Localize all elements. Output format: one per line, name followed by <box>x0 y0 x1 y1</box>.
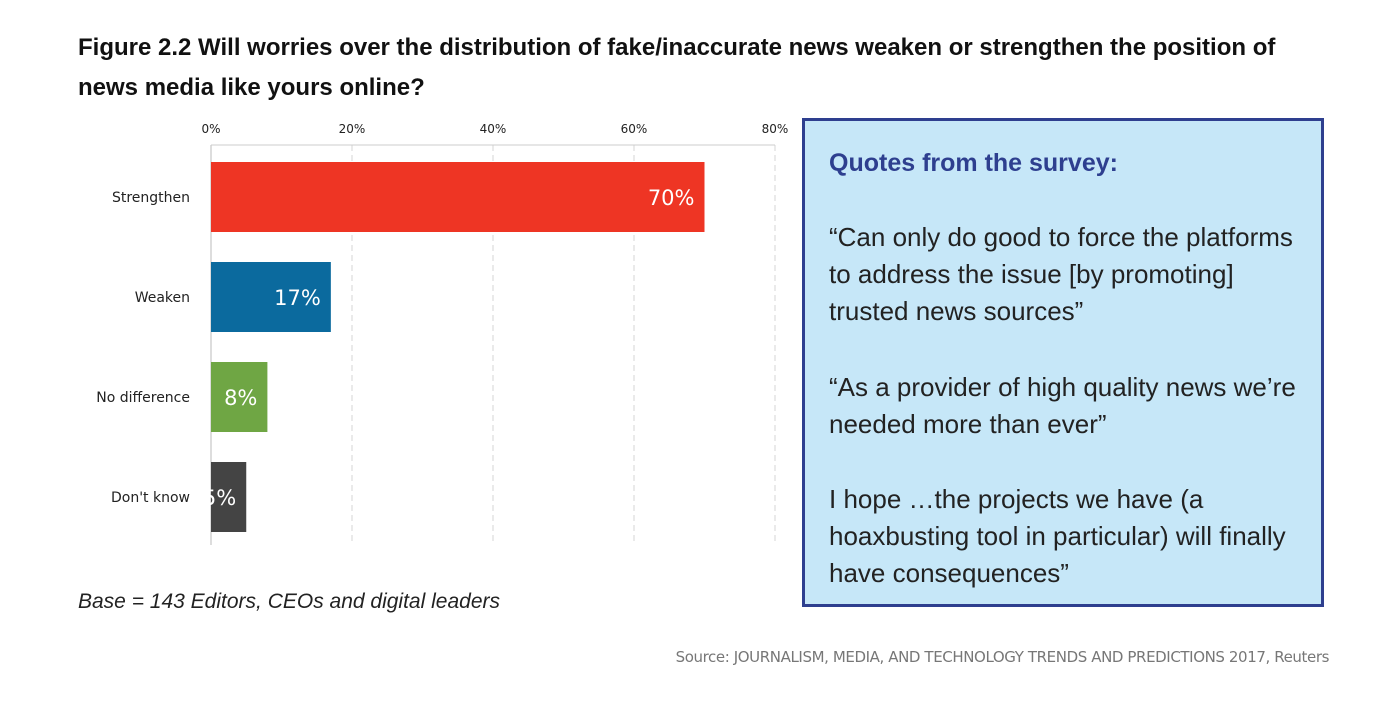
x-tick-label: 60% <box>621 122 648 136</box>
base-note: Base = 143 Editors, CEOs and digital lea… <box>78 590 500 613</box>
data-label: 17% <box>274 286 321 310</box>
category-label: Weaken <box>135 290 190 306</box>
bar-chart: 0% 20% 40% 60% 80% Strengthen 70% Weaken 17% No d… <box>96 122 789 545</box>
x-tick-label: 0% <box>201 122 220 136</box>
quote-2: “As a provider of high quality news we’r… <box>829 372 1296 439</box>
quote-3: I hope …the projects we have (a hoaxbust… <box>829 484 1286 588</box>
data-label: 5% <box>203 486 236 510</box>
quotes-box: Quotes from the survey: “Can only do goo… <box>802 118 1324 607</box>
category-label: Don't know <box>111 490 190 506</box>
x-tick-label: 40% <box>480 122 507 136</box>
source-note: Source: JOURNALISM, MEDIA, AND TECHNOLOG… <box>675 648 1330 666</box>
category-label: Strengthen <box>112 190 190 206</box>
category-label: No difference <box>96 390 190 406</box>
bar-weaken <box>211 262 331 332</box>
data-label: 8% <box>224 386 257 410</box>
bar-strengthen <box>211 162 705 232</box>
figure-title: Figure 2.2 Will worries over the distrib… <box>78 34 1276 101</box>
bar-don-t-know <box>211 462 247 532</box>
quotes-heading: Quotes from the survey: <box>829 149 1118 177</box>
data-label: 70% <box>648 186 695 210</box>
bar-no-difference <box>211 362 268 432</box>
x-tick-label: 80% <box>762 122 789 136</box>
quote-1: “Can only do good to force the platforms… <box>829 222 1293 326</box>
x-tick-label: 20% <box>339 122 366 136</box>
